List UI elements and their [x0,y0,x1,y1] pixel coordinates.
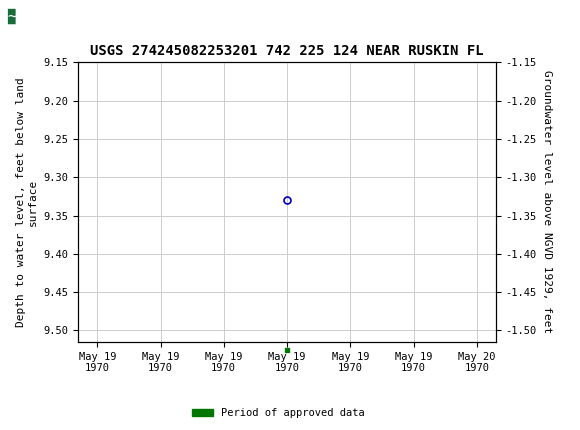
Text: █: █ [8,9,15,24]
Bar [5,3,45,29]
Title: USGS 274245082253201 742 225 124 NEAR RUSKIN FL: USGS 274245082253201 742 225 124 NEAR RU… [90,44,484,58]
Y-axis label: Depth to water level, feet below land
surface: Depth to water level, feet below land su… [16,77,38,327]
Text: ~: ~ [8,9,17,24]
Text: USGS: USGS [49,9,96,24]
Y-axis label: Groundwater level above NGVD 1929, feet: Groundwater level above NGVD 1929, feet [542,71,552,334]
Legend: Period of approved data: Period of approved data [188,404,369,423]
